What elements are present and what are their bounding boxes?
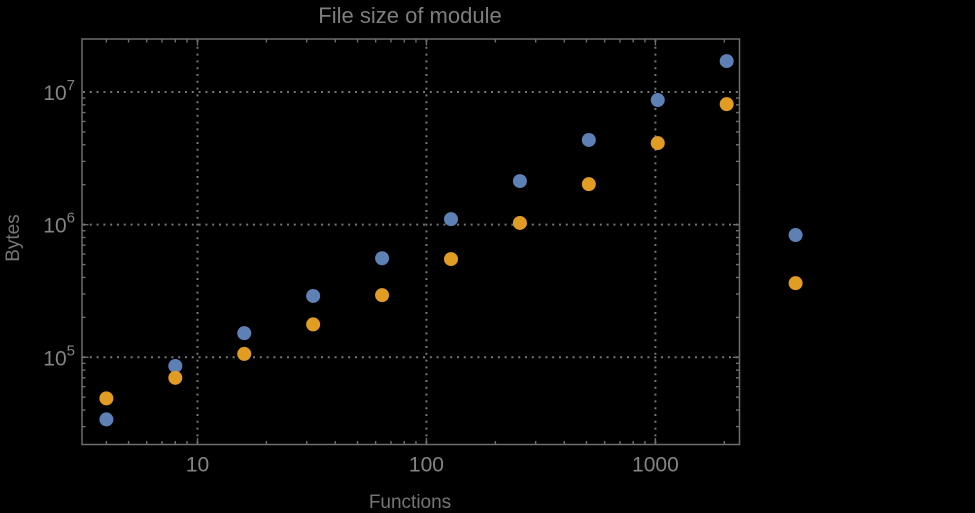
data-point-orange-16 — [237, 346, 252, 361]
data-point-orange-64 — [375, 288, 390, 303]
data-point-orange-128 — [443, 252, 458, 267]
data-point-orange-4 — [99, 391, 114, 406]
data-point-blue-256 — [512, 174, 527, 189]
y-tick-label: 105 — [43, 342, 75, 370]
data-point-blue-1024 — [650, 93, 665, 108]
data-point-blue-512 — [581, 132, 596, 147]
data-point-blue-8 — [168, 358, 183, 373]
y-tick-label: 107 — [43, 77, 75, 105]
y-tick-exponent: 5 — [67, 342, 75, 359]
y-tick-label: 106 — [43, 210, 75, 238]
data-point-orange-4096 — [788, 276, 803, 291]
y-tick-exponent: 6 — [67, 210, 75, 227]
x-tick-label: 1000 — [632, 454, 679, 477]
data-point-blue-128 — [443, 212, 458, 227]
data-point-blue-32 — [306, 288, 321, 303]
y-tick-exponent: 7 — [67, 77, 75, 94]
data-point-blue-16 — [237, 326, 252, 341]
data-point-blue-4096 — [788, 228, 803, 243]
x-tick-label: 10 — [186, 454, 209, 477]
data-point-orange-256 — [512, 215, 527, 230]
chart-title: File size of module — [318, 3, 502, 28]
data-point-orange-512 — [581, 177, 596, 192]
data-point-orange-1024 — [650, 136, 665, 151]
data-point-blue-64 — [375, 251, 390, 266]
data-point-blue-4 — [99, 412, 114, 427]
x-axis-label: Functions — [368, 492, 452, 513]
x-tick-label: 100 — [409, 454, 444, 477]
data-point-blue-2048 — [719, 54, 734, 69]
data-point-orange-8 — [168, 370, 183, 385]
plot-frame — [81, 38, 741, 446]
data-point-orange-2048 — [719, 97, 734, 112]
data-point-orange-32 — [306, 317, 321, 332]
